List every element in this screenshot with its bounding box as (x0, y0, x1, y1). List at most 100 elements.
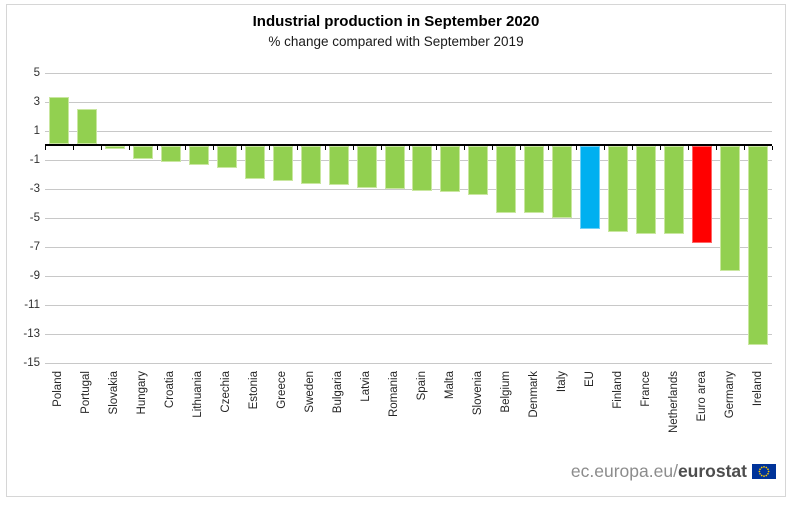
x-axis-label-slovenia: Slovenia (471, 371, 484, 416)
bar-estonia (244, 146, 265, 180)
x-axis-tick (268, 146, 270, 150)
bar-ireland (748, 146, 769, 345)
x-axis-label-sweden: Sweden (304, 371, 317, 413)
bar-latvia (356, 146, 377, 188)
x-axis-label-netherlands: Netherlands (667, 371, 680, 434)
gridline--5 (45, 217, 772, 219)
bar-hungary (132, 146, 153, 159)
bar-bulgaria (328, 146, 349, 186)
x-axis-label-malta: Malta (443, 371, 456, 400)
bar-finland (608, 146, 629, 232)
y-axis-tick-label: -7 (29, 240, 40, 253)
x-axis-tick (45, 146, 46, 150)
x-axis-line (45, 144, 772, 146)
x-axis-tick (72, 146, 74, 150)
x-axis-label-hungary: Hungary (136, 371, 149, 415)
x-axis-tick (212, 146, 214, 150)
bar-eu (580, 146, 601, 229)
y-axis-tick-label: 5 (33, 66, 40, 79)
gridline-3 (45, 101, 772, 103)
x-axis-label-denmark: Denmark (527, 371, 540, 418)
x-axis-label-germany: Germany (723, 371, 736, 419)
gridline--7 (45, 246, 772, 248)
bar-croatia (160, 146, 181, 162)
y-axis-tick-label: -5 (29, 211, 40, 224)
gridline--1 (45, 159, 772, 161)
bar-poland (48, 97, 69, 144)
eu-flag-icon (752, 464, 776, 479)
x-axis-tick (632, 146, 634, 150)
bar-euro-area (692, 146, 713, 244)
x-axis-label-lithuania: Lithuania (192, 371, 205, 418)
chart-subtitle: % change compared with September 2019 (268, 34, 524, 49)
x-axis-tick (436, 146, 438, 150)
gridline-5 (45, 72, 772, 74)
x-axis-tick (296, 146, 298, 150)
bar-france (636, 146, 657, 235)
x-axis-tick (100, 146, 102, 150)
x-axis-tick (660, 146, 662, 150)
x-axis-tick (380, 146, 382, 150)
gridline--13 (45, 333, 772, 335)
bar-malta (440, 146, 461, 193)
x-axis-label-latvia: Latvia (360, 371, 373, 402)
x-axis-tick (324, 146, 326, 150)
y-axis-tick-label: -13 (23, 327, 40, 340)
y-axis-tick-label: -3 (29, 182, 40, 195)
x-axis-label-finland: Finland (611, 371, 624, 409)
bar-portugal (76, 108, 97, 144)
x-axis-tick (184, 146, 186, 150)
bar-spain (412, 146, 433, 191)
gridline-1 (45, 130, 772, 132)
x-axis-label-euro-area: Euro area (695, 371, 708, 422)
x-axis-label-italy: Italy (555, 371, 568, 393)
x-axis-tick (604, 146, 606, 150)
bar-sweden (300, 146, 321, 184)
bar-italy (552, 146, 573, 219)
x-axis-tick (688, 146, 690, 150)
x-axis-tick (156, 146, 158, 150)
y-axis-tick-label: -9 (29, 269, 40, 282)
x-axis-label-eu: EU (583, 371, 596, 387)
y-axis-tick-label: -15 (23, 356, 40, 369)
x-axis-tick (772, 146, 773, 150)
bar-slovenia (468, 146, 489, 196)
x-axis-label-croatia: Croatia (164, 371, 177, 409)
gridline--15 (45, 362, 772, 364)
gridline--11 (45, 304, 772, 306)
gridline--9 (45, 275, 772, 277)
bar-netherlands (664, 146, 685, 235)
x-axis-tick (352, 146, 354, 150)
x-axis-tick (492, 146, 494, 150)
x-axis-label-portugal: Portugal (80, 371, 93, 414)
footer-url-prefix: ec.europa.eu/ (570, 461, 678, 481)
x-axis-tick (520, 146, 522, 150)
x-axis-tick (408, 146, 410, 150)
x-axis-label-belgium: Belgium (499, 371, 512, 413)
y-axis-tick-label: 1 (33, 124, 40, 137)
footer-url-eurostat: eurostat (677, 461, 747, 481)
x-axis-label-czechia: Czechia (220, 371, 233, 413)
x-axis-tick (548, 146, 550, 150)
x-axis-label-bulgaria: Bulgaria (332, 371, 345, 414)
x-axis-tick (240, 146, 242, 150)
bar-germany (720, 146, 741, 271)
bar-czechia (216, 146, 237, 168)
chart-title: Industrial production in September 2020 (252, 13, 540, 30)
x-axis-label-spain: Spain (415, 371, 428, 401)
x-axis-tick (464, 146, 466, 150)
x-axis-tick (576, 146, 578, 150)
footer-branding: ec.europa.eu/eurostat (571, 461, 776, 482)
bar-romania (384, 146, 405, 190)
bar-lithuania (188, 146, 209, 165)
x-axis-tick (744, 146, 746, 150)
gridline--3 (45, 188, 772, 190)
bar-greece (272, 146, 293, 181)
x-axis-tick (716, 146, 718, 150)
x-axis-label-poland: Poland (52, 371, 65, 407)
x-axis-label-slovakia: Slovakia (108, 371, 121, 415)
x-axis-label-estonia: Estonia (248, 371, 261, 410)
chart-frame (6, 4, 786, 497)
x-axis-tick (128, 146, 130, 150)
